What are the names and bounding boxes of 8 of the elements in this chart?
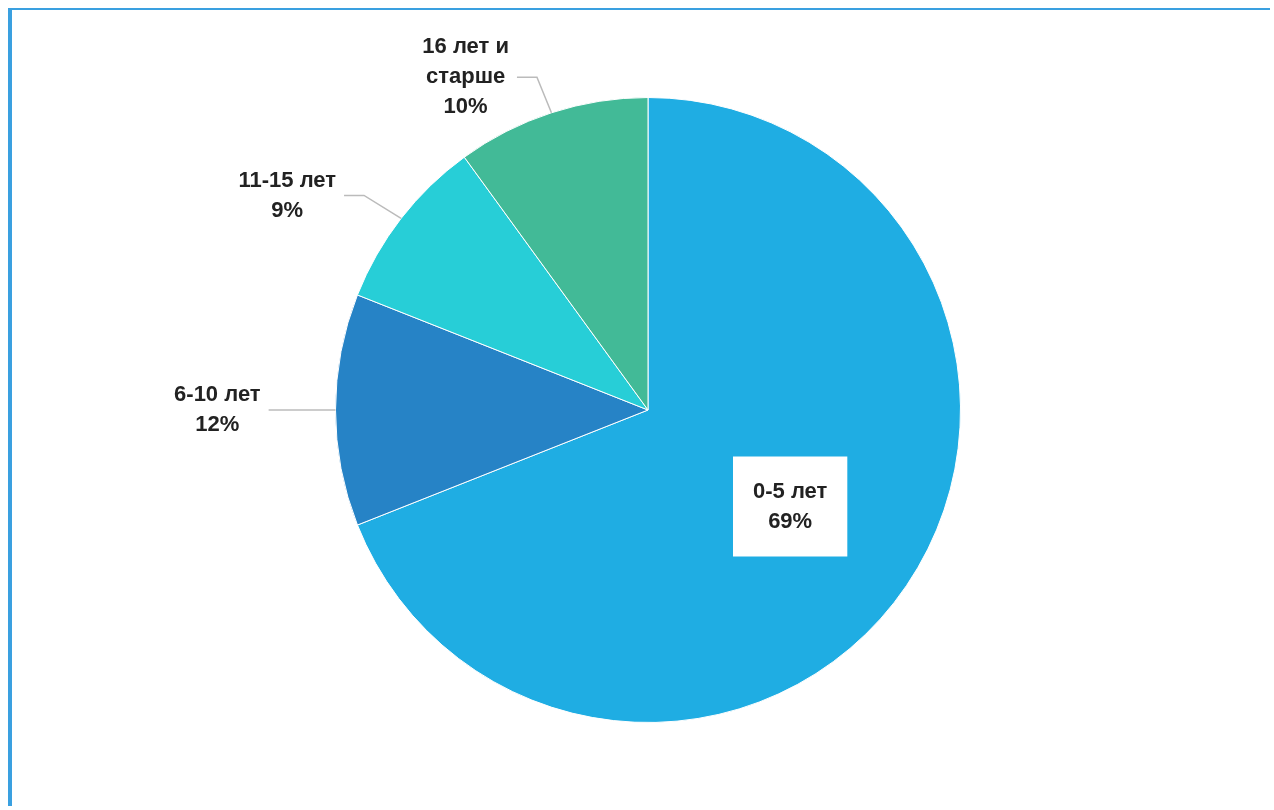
data-label: 9%	[271, 196, 304, 222]
data-label: 69%	[768, 507, 813, 533]
data-label: 12%	[195, 411, 240, 437]
data-label: 10%	[443, 93, 488, 119]
slice-label: 16 лет и старше	[422, 33, 509, 89]
slice-label: 11-15 лет	[238, 166, 337, 192]
slice-label: 0-5 лет	[752, 477, 828, 503]
slice-label: 6-10 лет	[174, 381, 261, 407]
